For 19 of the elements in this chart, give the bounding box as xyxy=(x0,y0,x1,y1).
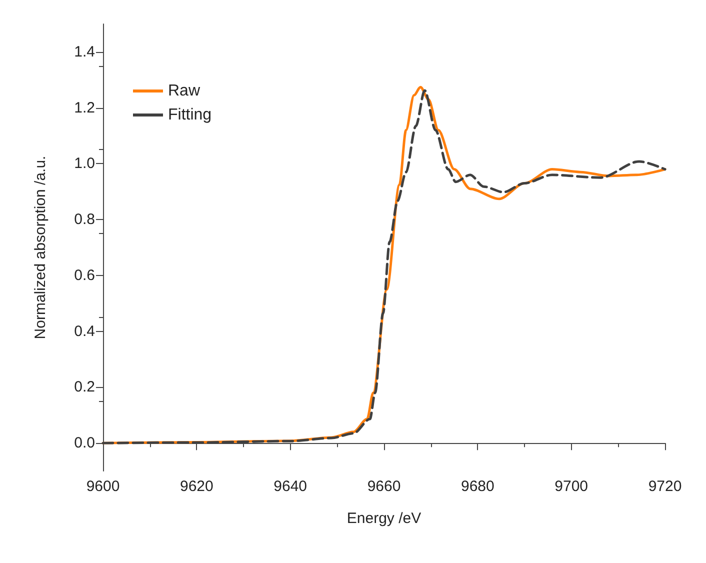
x-tick-label: 9700 xyxy=(554,478,588,495)
y-tick-label: 1.4 xyxy=(74,43,95,60)
y-tick-label: 1.0 xyxy=(74,155,95,172)
y-tick-label: 1.2 xyxy=(74,99,95,116)
x-tick-label: 9720 xyxy=(648,478,682,495)
y-tick-label: 0.4 xyxy=(74,322,95,340)
x-tick-label: 9620 xyxy=(180,478,214,495)
x-axis-title: Energy /eV xyxy=(346,510,422,527)
y-axis-title: Normalized absorption /a.u. xyxy=(32,156,49,340)
x-tick-label: 9680 xyxy=(460,478,494,495)
x-tick-label: 9600 xyxy=(86,478,120,495)
legend-label: Fitting xyxy=(168,106,212,124)
legend-label: Raw xyxy=(168,82,200,100)
y-tick-label: 0.6 xyxy=(74,266,95,284)
y-tick-label: 0.8 xyxy=(74,211,95,228)
y-tick-label: 0.2 xyxy=(74,378,95,396)
x-tick-label: 9640 xyxy=(274,478,308,495)
x-tick-label: 9660 xyxy=(367,478,401,495)
y-tick-label: 0.0 xyxy=(74,434,95,452)
